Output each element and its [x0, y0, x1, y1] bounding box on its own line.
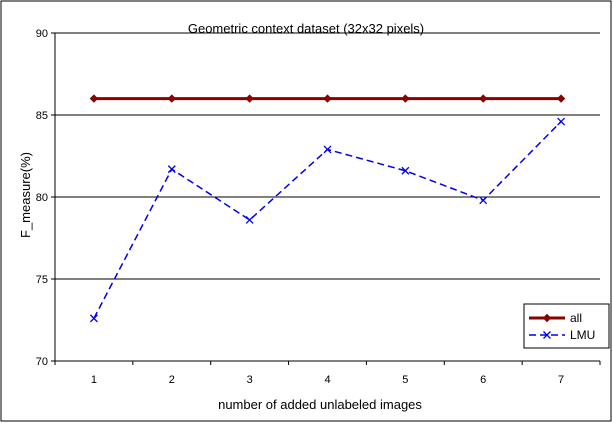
data-point-all-7	[556, 94, 566, 103]
gridlines	[55, 32, 600, 280]
x-tick-label-7: 7	[558, 374, 564, 386]
data-point-all-5	[401, 94, 410, 103]
y-tick-label-75: 75	[36, 274, 48, 286]
data-point-all-2	[167, 94, 176, 103]
data-point-LMU-2	[167, 165, 176, 174]
y-tick-label-80: 80	[36, 192, 48, 204]
data-point-all-1	[89, 94, 99, 103]
y-tick-label-90: 90	[36, 28, 48, 40]
y-tick-label-70: 70	[36, 356, 48, 368]
data-point-LMU-5	[401, 166, 410, 175]
data-point-all-6	[479, 94, 488, 103]
x-tick-label-2: 2	[169, 374, 175, 386]
data-point-LMU-6	[479, 196, 488, 205]
legend-box	[523, 303, 610, 349]
data-point-LMU-7	[557, 117, 566, 126]
data-point-LMU-1	[89, 314, 98, 323]
y-tick-label-85: 85	[36, 110, 48, 122]
legend-items: all LMU	[529, 311, 595, 342]
series-lines	[89, 94, 566, 323]
legend-item-all: all	[529, 311, 582, 325]
data-point-LMU-4	[323, 145, 332, 154]
y-tick-labels: 70 75 80 85 90	[36, 28, 48, 368]
x-tick-label-5: 5	[402, 374, 408, 386]
x-tick-label-6: 6	[480, 374, 486, 386]
legend: all LMU	[523, 303, 610, 349]
x-tick-labels: 1 2 3 4 5 6 7	[91, 374, 564, 386]
data-point-LMU-3	[245, 216, 254, 224]
legend-marker-LMU	[543, 331, 551, 339]
legend-label-LMU: LMU	[570, 328, 595, 342]
y-axis-title: F_measure(%)	[18, 152, 33, 238]
legend-label-all: all	[570, 311, 582, 325]
legend-marker-all	[542, 313, 552, 323]
x-tick-label-1: 1	[91, 374, 97, 386]
series-LMU	[89, 117, 566, 323]
legend-item-LMU: LMU	[529, 328, 595, 342]
chart-title: Geometric context dataset (32x32 pixels)	[188, 21, 424, 36]
x-tick-label-4: 4	[324, 374, 330, 386]
data-point-all-4	[323, 94, 332, 103]
data-point-all-3	[245, 94, 254, 103]
axes	[51, 32, 601, 365]
x-axis-title: number of added unlabeled images	[218, 397, 422, 412]
x-tick-label-3: 3	[247, 374, 253, 386]
series-all	[89, 94, 566, 103]
